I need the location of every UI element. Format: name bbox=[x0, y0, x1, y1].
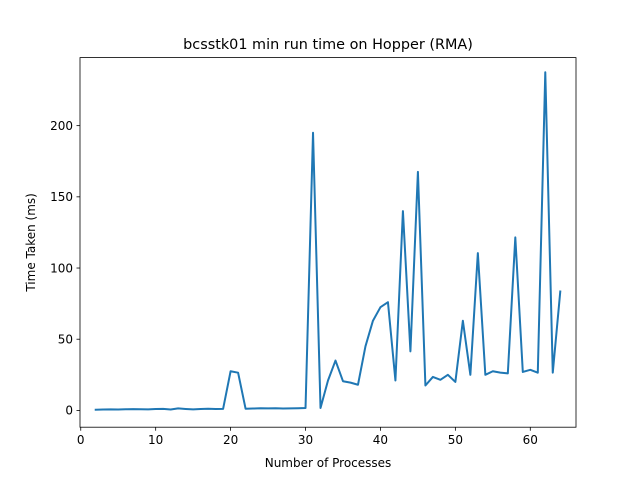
y-tick-label: 50 bbox=[58, 333, 73, 347]
x-tick-label: 60 bbox=[523, 433, 538, 447]
plot-area bbox=[94, 71, 562, 411]
x-tick-label: 20 bbox=[223, 433, 238, 447]
x-tick-label: 40 bbox=[373, 433, 388, 447]
axes-frame bbox=[79, 57, 577, 428]
y-tick-label: 100 bbox=[50, 261, 73, 275]
x-tick-label: 10 bbox=[148, 433, 163, 447]
x-axis-label: Number of Processes bbox=[265, 456, 392, 470]
y-tick-label: 200 bbox=[50, 119, 73, 133]
series-line bbox=[94, 71, 562, 411]
y-tick-label: 0 bbox=[65, 404, 73, 418]
x-tick-label: 0 bbox=[77, 433, 85, 447]
x-tick-label: 50 bbox=[448, 433, 463, 447]
y-axis-label: Time Taken (ms) bbox=[24, 193, 38, 293]
x-tick-label: 30 bbox=[298, 433, 313, 447]
x-axis: 0 10 20 30 40 50 60 bbox=[77, 427, 538, 447]
chart-title: bcsstk01 min run time on Hopper (RMA) bbox=[183, 37, 473, 53]
y-axis: 0 50 100 150 200 bbox=[50, 119, 80, 418]
y-tick-label: 150 bbox=[50, 190, 73, 204]
